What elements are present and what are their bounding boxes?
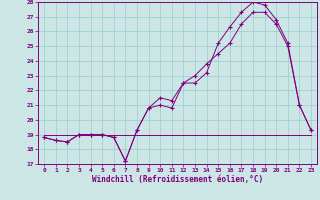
X-axis label: Windchill (Refroidissement éolien,°C): Windchill (Refroidissement éolien,°C) (92, 175, 263, 184)
